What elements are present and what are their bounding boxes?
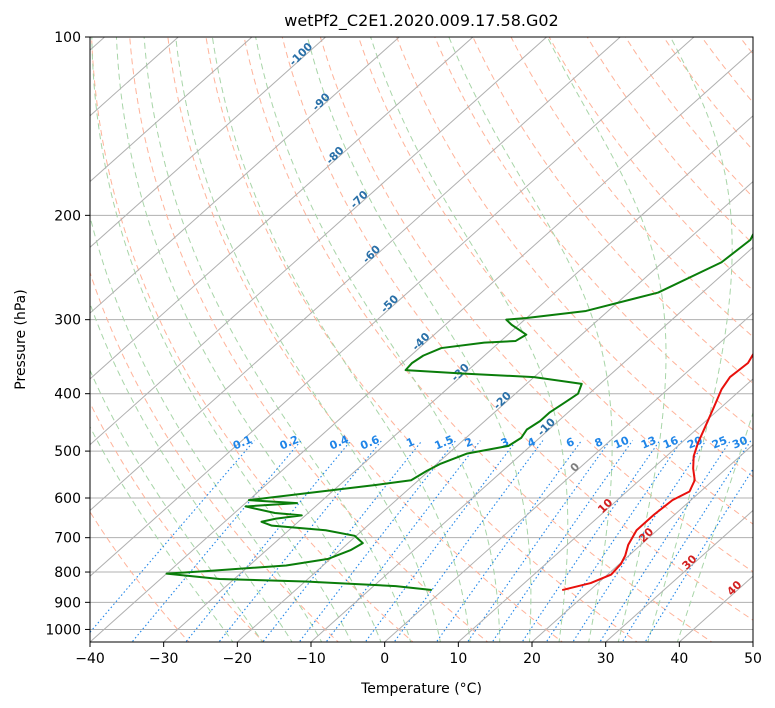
isotherm: [90, 37, 695, 577]
x-tick-label: −40: [75, 651, 105, 667]
x-tick-label: 20: [523, 651, 541, 667]
dry-adiabat: [167, 37, 564, 642]
moist-adiabat: [90, 369, 264, 642]
moist-adiabat: [90, 302, 293, 642]
chart-title: wetPf2_C2E1.2020.009.17.58.G02: [284, 11, 558, 31]
isotherm: [310, 246, 753, 642]
isotherm: [90, 49, 753, 642]
mixing-ratio-line: [435, 440, 582, 642]
moist-adiabat: [448, 37, 613, 642]
x-axis: −40 −30 −20 −10 0 10 20 30 40 50: [75, 642, 762, 667]
y-tick-label: 600: [54, 491, 81, 507]
y-tick-label: 800: [54, 565, 81, 581]
isotherm: [237, 180, 753, 642]
x-axis-label: Temperature (°C): [360, 681, 482, 697]
isotherm: [90, 37, 326, 249]
mixing-ratio-line: [644, 468, 753, 642]
x-tick-label: 30: [597, 651, 615, 667]
dry-adiabat: [548, 37, 753, 292]
mixing-ratio-line: [545, 440, 683, 642]
moist-adiabat: [90, 425, 234, 642]
mixing-ratio-line: [572, 440, 707, 642]
dry-adiabat: [91, 37, 414, 642]
mixing-ratio-line: [599, 440, 731, 642]
mixing-ratio-label: 30: [730, 434, 749, 452]
isotherms: [90, 37, 753, 642]
y-axis-label: Pressure (hPa): [13, 289, 29, 389]
moist-adiabat: [143, 37, 412, 642]
dry-adiabat: [319, 37, 753, 573]
y-tick-label: 400: [54, 387, 81, 403]
isotherm: [90, 37, 547, 446]
dry-adiabat: [243, 37, 713, 642]
mixing-ratio-label: 16: [661, 434, 680, 452]
y-tick-label: 1000: [45, 622, 81, 638]
dry-adiabat: [281, 37, 753, 621]
y-tick-label: 700: [54, 531, 81, 547]
y-tick-label: 500: [54, 444, 81, 460]
x-tick-label: −10: [296, 651, 326, 667]
mixing-ratio-line: [466, 440, 611, 642]
isotherm: [384, 312, 753, 642]
moist-adiabat: [306, 37, 532, 642]
mixing-ratio-line: [218, 440, 383, 642]
mixing-ratio-line: [325, 440, 481, 642]
plot-frame: [89, 36, 754, 643]
y-tick-label: 100: [54, 30, 81, 46]
isotherm: [90, 37, 253, 183]
moist-adiabat: [676, 411, 753, 642]
x-tick-label: −20: [223, 651, 253, 667]
y-tick-label: 200: [54, 208, 81, 224]
dry-adiabat: [90, 271, 339, 642]
mixing-ratio-label: 25: [710, 434, 729, 452]
dry-adiabats: [90, 37, 753, 642]
y-axis: 100 200 300 400 500 600 700 800 900 1000: [45, 30, 90, 638]
isotherm: [90, 37, 400, 314]
moist-adiabat: [211, 37, 471, 642]
dry-adiabat: [434, 37, 753, 431]
moist-adiabat: [175, 37, 441, 642]
moist-adiabat: [370, 37, 569, 642]
isotherm: [531, 444, 753, 642]
isotherm: [458, 378, 753, 642]
dry-adiabat: [472, 37, 753, 384]
mixing-ratio-label: 13: [639, 434, 658, 452]
moist-adiabat: [91, 37, 352, 642]
dry-adiabat: [90, 401, 265, 642]
mixing-ratio-line: [131, 440, 302, 642]
x-tick-label: 50: [744, 651, 762, 667]
mixing-ratio-label: 36: [751, 434, 770, 452]
moist-adiabat: [90, 214, 323, 642]
dry-adiabat: [396, 37, 753, 478]
moist-adiabat: [546, 37, 667, 642]
isotherm: [163, 115, 753, 642]
plot-area: 0.10.20.40.611.52346810131620253036-100-…: [90, 37, 770, 642]
mixing-ratio-line: [90, 440, 255, 634]
x-tick-label: 0: [380, 651, 389, 667]
dry-adiabat: [90, 510, 190, 642]
x-tick-label: −30: [149, 651, 179, 667]
dry-adiabat: [510, 37, 753, 338]
y-tick-label: 900: [54, 595, 81, 611]
x-tick-label: 40: [670, 651, 688, 667]
x-tick-label: 10: [449, 651, 467, 667]
moist-adiabat: [115, 37, 382, 642]
pressure-grid: [90, 37, 753, 630]
isotherm: [90, 37, 621, 512]
mixing-ratio-line: [621, 440, 752, 642]
mixing-ratio-line: [521, 440, 661, 642]
dry-adiabat: [205, 37, 638, 642]
dry-adiabat: [129, 37, 489, 642]
profile-series: [165, 232, 753, 592]
isotherm: [90, 37, 474, 380]
y-tick-label: 300: [54, 313, 81, 329]
temperature-line: [561, 352, 753, 592]
mixing-ratio-label: 10: [612, 434, 631, 452]
mixing-ratio-lines: [90, 440, 753, 642]
dewpoint-line: [165, 232, 753, 592]
isotherm: [605, 509, 753, 642]
mixing-ratio-line: [262, 440, 423, 642]
dry-adiabat: [357, 37, 753, 525]
